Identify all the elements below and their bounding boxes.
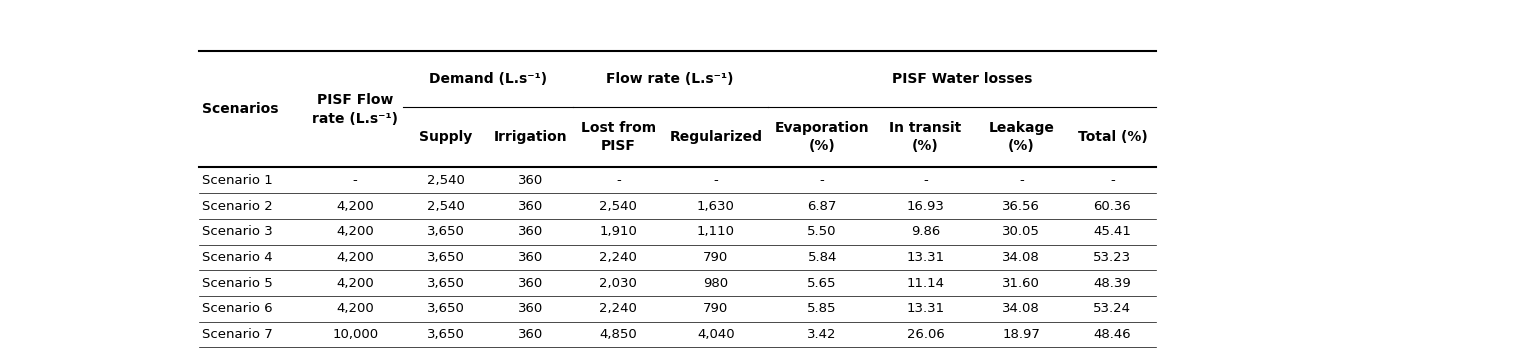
- Text: 360: 360: [517, 302, 543, 315]
- Text: 2,240: 2,240: [599, 251, 637, 264]
- Text: 360: 360: [517, 200, 543, 213]
- Text: 16.93: 16.93: [907, 200, 944, 213]
- Text: Scenario 1: Scenario 1: [203, 174, 273, 187]
- Text: 1,910: 1,910: [599, 225, 637, 238]
- Text: 5.85: 5.85: [808, 302, 837, 315]
- Text: Leakage
(%): Leakage (%): [988, 121, 1054, 153]
- Text: 5.84: 5.84: [808, 251, 837, 264]
- Text: 34.08: 34.08: [1002, 302, 1040, 315]
- Text: PISF Water losses: PISF Water losses: [891, 72, 1032, 86]
- Text: 3,650: 3,650: [426, 251, 464, 264]
- Text: 3,650: 3,650: [426, 328, 464, 341]
- Text: -: -: [353, 174, 358, 187]
- Text: 4,200: 4,200: [337, 277, 374, 290]
- Text: 2,540: 2,540: [426, 174, 464, 187]
- Text: Irrigation: Irrigation: [493, 130, 567, 144]
- Text: 2,030: 2,030: [599, 277, 637, 290]
- Text: Scenario 6: Scenario 6: [203, 302, 273, 315]
- Text: Evaporation
(%): Evaporation (%): [775, 121, 870, 153]
- Text: 4,040: 4,040: [697, 328, 735, 341]
- Text: 4,200: 4,200: [337, 251, 374, 264]
- Text: 3,650: 3,650: [426, 225, 464, 238]
- Text: Demand (L.s⁻¹): Demand (L.s⁻¹): [429, 72, 547, 86]
- Text: 26.06: 26.06: [907, 328, 944, 341]
- Text: 360: 360: [517, 328, 543, 341]
- Text: Scenario 3: Scenario 3: [203, 225, 273, 238]
- Text: 30.05: 30.05: [1002, 225, 1040, 238]
- Text: 36.56: 36.56: [1002, 200, 1040, 213]
- Text: 3,650: 3,650: [426, 302, 464, 315]
- Text: Flow rate (L.s⁻¹): Flow rate (L.s⁻¹): [606, 72, 734, 86]
- Text: 13.31: 13.31: [907, 251, 944, 264]
- Text: 1,630: 1,630: [697, 200, 735, 213]
- Text: 6.87: 6.87: [808, 200, 837, 213]
- Text: 3,650: 3,650: [426, 277, 464, 290]
- Text: 9.86: 9.86: [911, 225, 940, 238]
- Text: Scenarios: Scenarios: [203, 102, 279, 116]
- Text: 4,200: 4,200: [337, 225, 374, 238]
- Text: 45.41: 45.41: [1093, 225, 1131, 238]
- Text: Scenario 4: Scenario 4: [203, 251, 273, 264]
- Text: 48.46: 48.46: [1093, 328, 1131, 341]
- Text: 34.08: 34.08: [1002, 251, 1040, 264]
- Text: 10,000: 10,000: [332, 328, 377, 341]
- Text: 980: 980: [703, 277, 728, 290]
- Text: 4,200: 4,200: [337, 200, 374, 213]
- Text: Scenario 5: Scenario 5: [203, 277, 273, 290]
- Text: Total (%): Total (%): [1078, 130, 1148, 144]
- Text: -: -: [1019, 174, 1023, 187]
- Text: 53.23: 53.23: [1093, 251, 1131, 264]
- Text: 5.50: 5.50: [808, 225, 837, 238]
- Text: 4,200: 4,200: [337, 302, 374, 315]
- Text: 2,540: 2,540: [599, 200, 637, 213]
- Text: Lost from
PISF: Lost from PISF: [581, 121, 656, 153]
- Text: 48.39: 48.39: [1093, 277, 1131, 290]
- Text: 11.14: 11.14: [907, 277, 944, 290]
- Text: 360: 360: [517, 251, 543, 264]
- Text: 2,240: 2,240: [599, 302, 637, 315]
- Text: Supply: Supply: [418, 130, 473, 144]
- Text: Scenario 2: Scenario 2: [203, 200, 273, 213]
- Text: 31.60: 31.60: [1002, 277, 1040, 290]
- Text: -: -: [923, 174, 928, 187]
- Text: -: -: [714, 174, 719, 187]
- Text: 18.97: 18.97: [1002, 328, 1040, 341]
- Text: 60.36: 60.36: [1093, 200, 1131, 213]
- Text: 5.65: 5.65: [808, 277, 837, 290]
- Text: 360: 360: [517, 277, 543, 290]
- Text: 360: 360: [517, 225, 543, 238]
- Text: 3.42: 3.42: [808, 328, 837, 341]
- Text: 790: 790: [703, 302, 729, 315]
- Text: 1,110: 1,110: [697, 225, 735, 238]
- Text: -: -: [615, 174, 620, 187]
- Text: -: -: [820, 174, 825, 187]
- Text: 2,540: 2,540: [426, 200, 464, 213]
- Text: In transit
(%): In transit (%): [890, 121, 961, 153]
- Text: Scenario 7: Scenario 7: [203, 328, 273, 341]
- Text: 360: 360: [517, 174, 543, 187]
- Text: 13.31: 13.31: [907, 302, 944, 315]
- Text: 53.24: 53.24: [1093, 302, 1131, 315]
- Text: Regularized: Regularized: [670, 130, 763, 144]
- Text: 4,850: 4,850: [599, 328, 637, 341]
- Text: PISF Flow
rate (L.s⁻¹): PISF Flow rate (L.s⁻¹): [312, 93, 399, 126]
- Text: 790: 790: [703, 251, 729, 264]
- Text: -: -: [1110, 174, 1114, 187]
